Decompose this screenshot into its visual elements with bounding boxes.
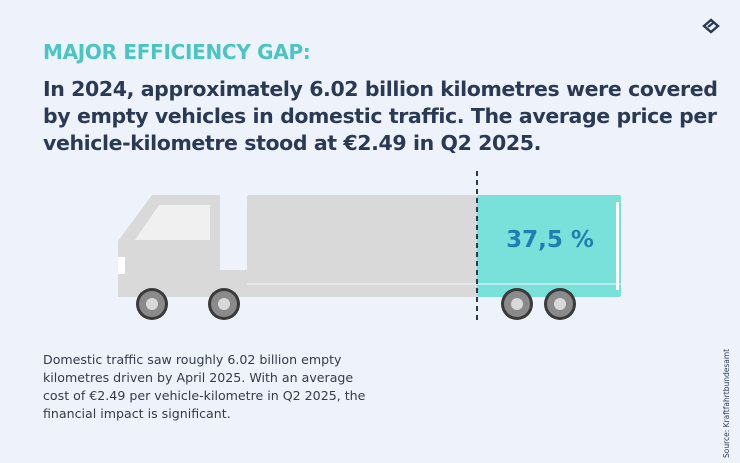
empty-share-label: 37,5 % — [506, 227, 594, 253]
wheel-icon — [544, 288, 576, 320]
cab-window — [135, 205, 210, 240]
kicker-title: MAJOR EFFICIENCY GAP: — [43, 40, 311, 64]
source-note: Source: Kraftfahrtbundesamt — [722, 348, 731, 458]
trailer-loaded — [247, 195, 477, 297]
trailer-empty-share — [477, 195, 621, 297]
wheel-icon — [501, 288, 533, 320]
body-paragraph: Domestic traffic saw roughly 6.02 billio… — [43, 352, 366, 421]
wheel-icon — [136, 288, 168, 320]
wheel-icon — [208, 288, 240, 320]
logo-icon — [702, 18, 720, 34]
headline: In 2024, approximately 6.02 billion kilo… — [43, 77, 718, 155]
headlight — [118, 257, 125, 274]
